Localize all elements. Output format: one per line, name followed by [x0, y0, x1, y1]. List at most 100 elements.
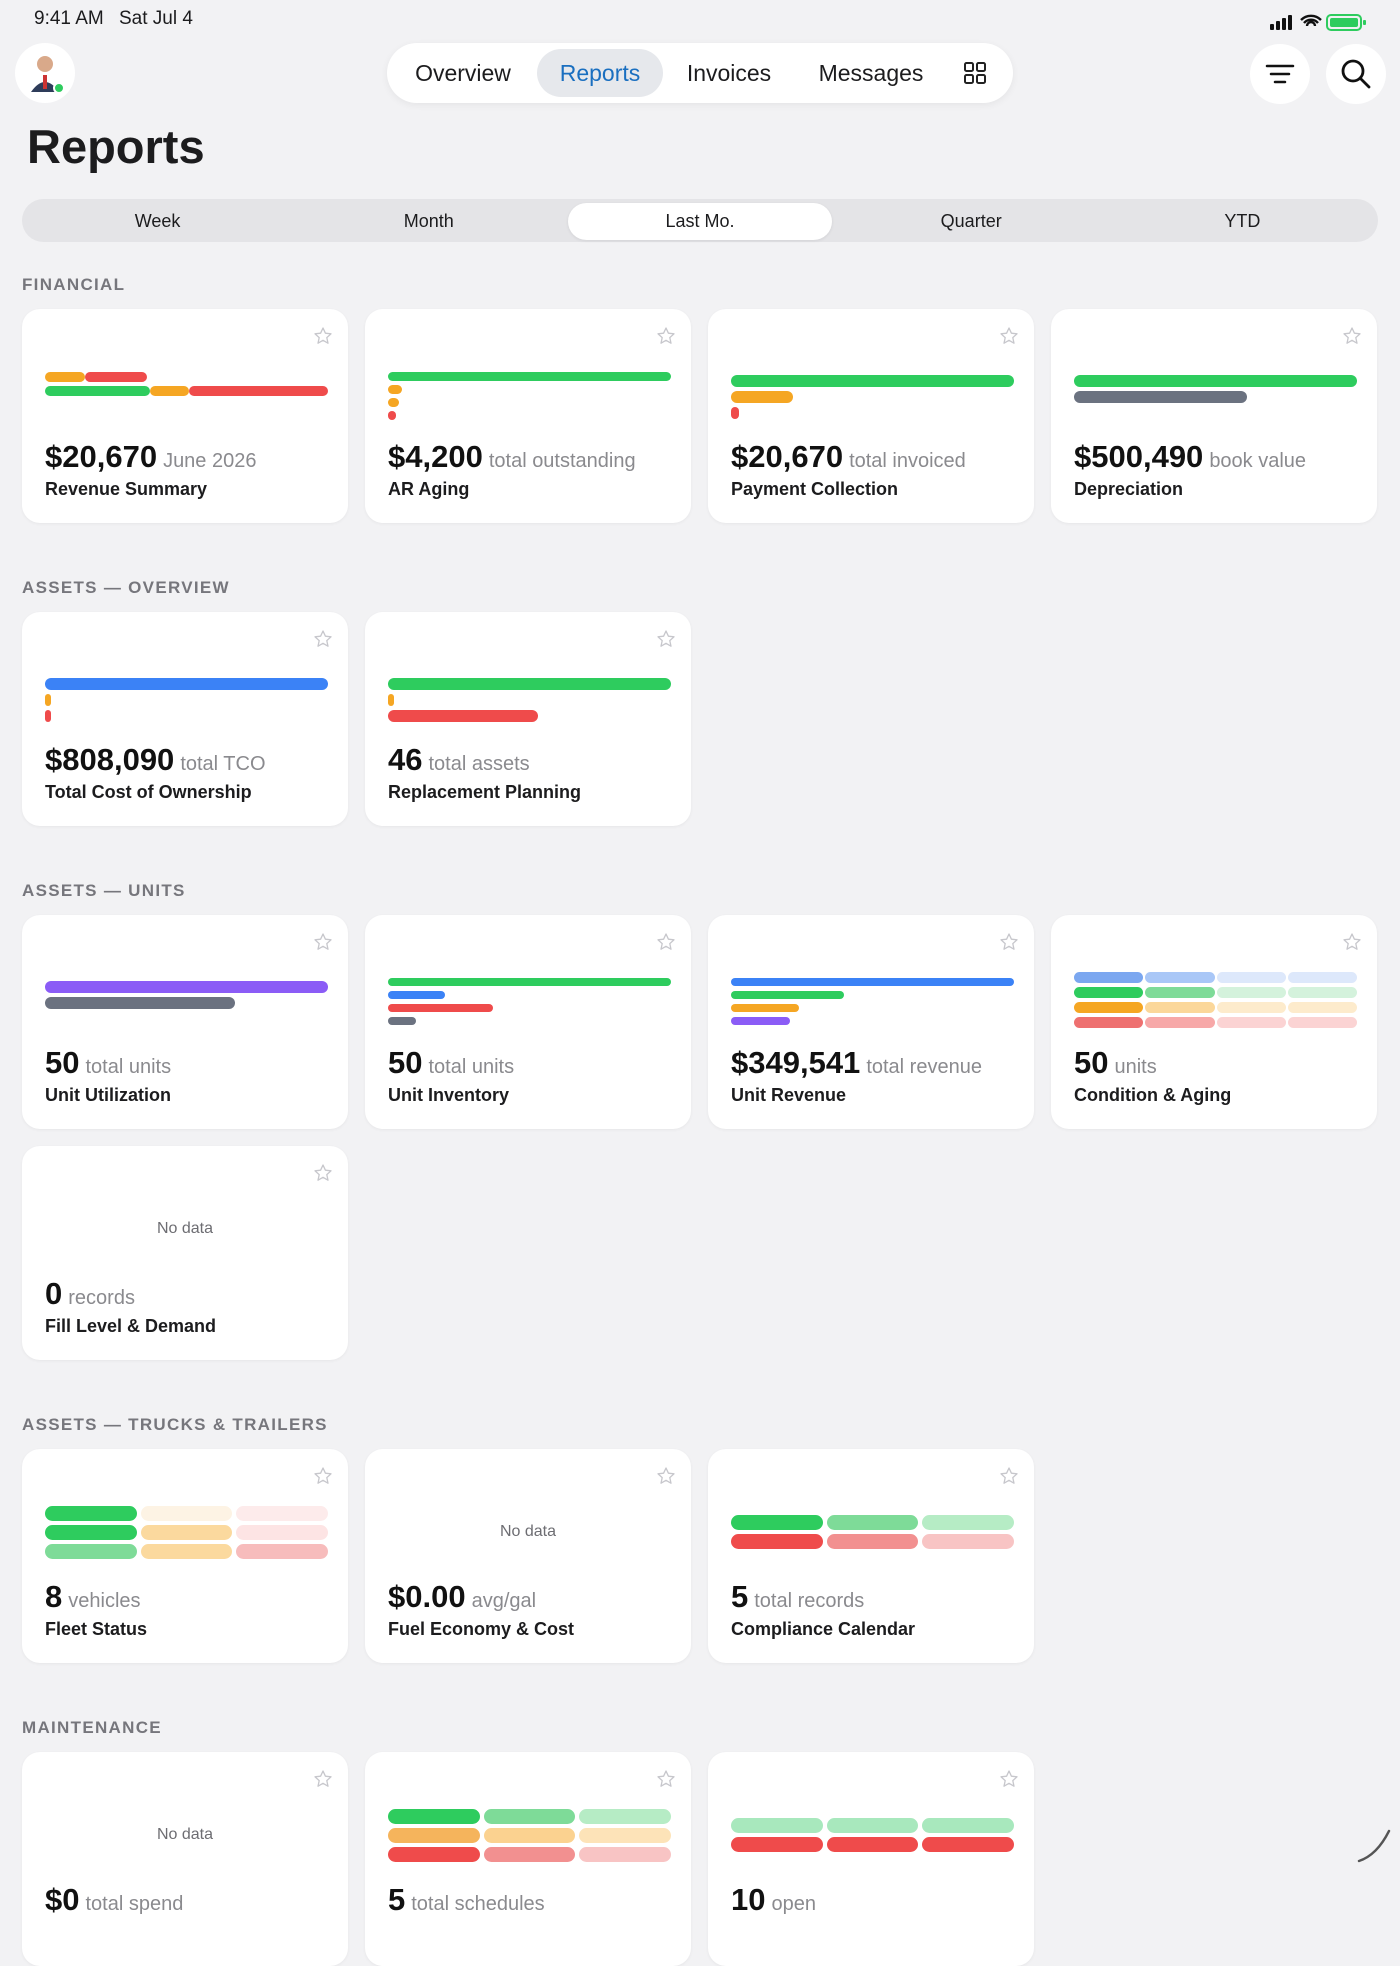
mini-bar [1074, 1017, 1144, 1028]
value: $20,670 [731, 439, 844, 474]
segment[interactable]: Month [403, 211, 454, 231]
favorite-star[interactable] [313, 326, 333, 346]
unit: total revenue [866, 1056, 982, 1078]
mini-bar [1287, 1002, 1357, 1013]
report-card[interactable]: $4,200 total outstanding AR Aging [365, 309, 691, 523]
mini-bar [140, 1506, 233, 1521]
nav-tab[interactable]: Overview [415, 60, 511, 86]
favorite-star[interactable] [1342, 326, 1362, 346]
nav-tab[interactable]: Invoices [686, 60, 772, 86]
mini-bar [388, 1809, 480, 1824]
unit: total units [85, 1056, 172, 1078]
report-card[interactable]: $500,490 book value Depreciation [1051, 309, 1377, 523]
nav-tab[interactable]: Reports [537, 49, 663, 97]
card-value: $808,090 total TCO [45, 742, 266, 778]
favorite-star[interactable] [656, 326, 676, 346]
card-name: Unit Revenue [731, 1085, 847, 1105]
section-title: ASSETS — TRUCKS & TRAILERS [22, 1415, 328, 1434]
report-card[interactable]: $808,090 total TCO Total Cost of Ownership [22, 612, 348, 826]
report-card[interactable]: 50 units Condition & Aging [1051, 915, 1377, 1129]
mini-bar [45, 997, 235, 1009]
favorite-star[interactable] [999, 1769, 1019, 1789]
mini-bar [826, 1818, 919, 1833]
card-value: 50 units [1074, 1045, 1157, 1081]
grid-icon[interactable] [963, 61, 987, 85]
report-card[interactable]: 5 total records Compliance Calendar [708, 1449, 1034, 1663]
value: $4,200 [388, 439, 483, 474]
report-card[interactable]: 5 total schedules [365, 1752, 691, 1966]
report-card[interactable]: 50 total units Unit Utilization [22, 915, 348, 1129]
value: $20,670 [45, 439, 158, 474]
favorite-star[interactable] [313, 1769, 333, 1789]
mini-bar [1287, 987, 1357, 998]
favorite-star[interactable] [313, 629, 333, 649]
card-value: 0 records [45, 1276, 135, 1312]
favorite-star[interactable] [656, 1769, 676, 1789]
favorite-star[interactable] [1342, 932, 1362, 952]
nav-tab[interactable]: Messages [818, 60, 924, 86]
card-value: 50 total units [388, 1045, 514, 1081]
status-date: Sat Jul 4 [119, 8, 193, 29]
segment[interactable]: Quarter [940, 211, 1002, 231]
search-button[interactable] [1325, 43, 1387, 105]
report-card[interactable]: 10 open [708, 1752, 1034, 1966]
value: $500,490 [1074, 439, 1204, 474]
unit: vehicles [68, 1590, 141, 1612]
mini-bar [388, 398, 400, 407]
unit: total outstanding [488, 450, 636, 472]
report-card[interactable]: $20,670 total invoiced Payment Collection [708, 309, 1034, 523]
mini-bar [388, 678, 671, 690]
no-data: No data [156, 1826, 214, 1843]
unit: June 2026 [163, 450, 257, 472]
favorite-star[interactable] [999, 932, 1019, 952]
card-value: 10 open [731, 1882, 816, 1918]
mini-bar [731, 1534, 823, 1549]
no-data: No data [156, 1220, 214, 1237]
favorite-star[interactable] [999, 326, 1019, 346]
mini-bar [579, 1809, 671, 1824]
filter-button[interactable] [1249, 43, 1311, 105]
mini-bar [483, 1847, 576, 1862]
favorite-star[interactable] [313, 1466, 333, 1486]
report-card[interactable]: No data $0.00 avg/gal Fuel Economy & Cost [365, 1449, 691, 1663]
report-card[interactable]: No data $0 total spend [22, 1752, 348, 1966]
value: 50 [388, 1045, 423, 1080]
report-card[interactable]: $20,670 June 2026 Revenue Summary [22, 309, 348, 523]
mini-bar [731, 1818, 823, 1833]
favorite-star[interactable] [313, 1163, 333, 1183]
report-card[interactable]: 8 vehicles Fleet Status [22, 1449, 348, 1663]
unit: total TCO [180, 753, 266, 775]
mini-bar [731, 391, 794, 403]
mini-bar [388, 978, 671, 986]
mini-bar [731, 991, 845, 999]
unit: total assets [428, 753, 530, 775]
favorite-star[interactable] [656, 629, 676, 649]
mini-bar [45, 981, 328, 993]
report-card[interactable]: 50 total units Unit Inventory [365, 915, 691, 1129]
card-name: Revenue Summary [45, 479, 208, 499]
mini-bar [1216, 1002, 1286, 1013]
avatar[interactable] [12, 42, 78, 108]
favorite-star[interactable] [999, 1466, 1019, 1486]
mini-bar [45, 1506, 137, 1521]
favorite-star[interactable] [313, 932, 333, 952]
report-card[interactable]: $349,541 total revenue Unit Revenue [708, 915, 1034, 1129]
card-name: Unit Utilization [45, 1085, 171, 1105]
mini-bar [140, 1544, 233, 1559]
card-name: Compliance Calendar [731, 1619, 916, 1639]
mini-bar [45, 372, 85, 382]
favorite-star[interactable] [656, 932, 676, 952]
mini-bar [826, 1534, 919, 1549]
mini-bar [579, 1847, 671, 1862]
mini-bar [731, 1017, 791, 1025]
value: 5 [731, 1579, 749, 1614]
segment[interactable]: Last Mo. [568, 203, 832, 240]
report-card[interactable]: 46 total assets Replacement Planning [365, 612, 691, 826]
mini-bar [189, 386, 328, 396]
segment[interactable]: Week [134, 211, 181, 231]
segment[interactable]: YTD [1224, 211, 1261, 231]
report-card[interactable]: No data 0 records Fill Level & Demand [22, 1146, 348, 1360]
mini-bar [388, 372, 671, 381]
favorite-star[interactable] [656, 1466, 676, 1486]
mini-bar [45, 1544, 137, 1559]
